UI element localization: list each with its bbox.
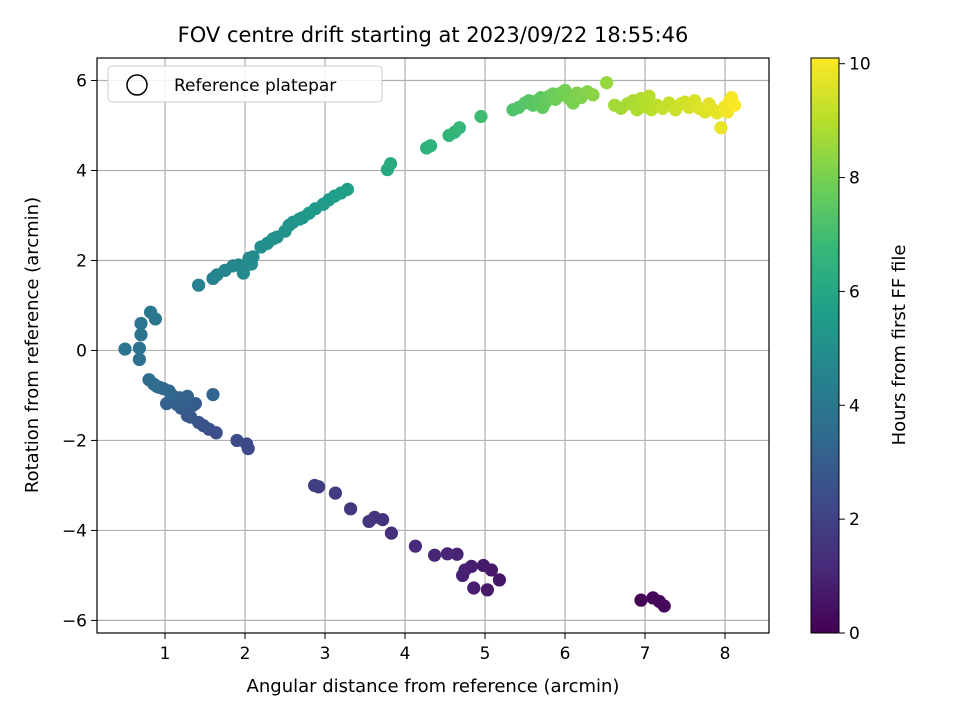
y-tick-label: 2	[76, 251, 87, 271]
data-point	[456, 568, 470, 583]
colorbar-tick-label: 6	[849, 282, 860, 302]
x-tick-label: 8	[720, 644, 731, 664]
data-point	[134, 328, 148, 342]
x-tick-label: 5	[480, 644, 491, 664]
data-point	[634, 593, 648, 607]
y-tick-label: 0	[76, 341, 87, 361]
grid	[97, 58, 769, 633]
data-point	[492, 573, 506, 587]
data-point	[480, 583, 494, 597]
y-tick-label: 4	[76, 161, 87, 181]
x-tick-label: 6	[560, 644, 571, 664]
data-point	[476, 558, 490, 573]
data-point	[328, 486, 342, 500]
x-tick-label: 3	[320, 644, 331, 664]
data-point	[118, 342, 132, 356]
legend-open-circle-marker	[126, 74, 148, 96]
colorbar-tick-label: 8	[849, 169, 860, 189]
colorbar: 0 2 4 6 8 10 Hours from first FF file	[810, 55, 910, 644]
legend-entry-reference-platepar: Reference platepar	[174, 76, 336, 96]
data-point	[657, 599, 671, 613]
data-point	[408, 539, 422, 553]
legend-box	[107, 65, 383, 103]
data-point	[714, 121, 728, 135]
data-point	[132, 352, 146, 367]
chart-title: FOV centre drift starting at 2023/09/22 …	[178, 23, 689, 47]
data-point	[344, 502, 358, 516]
data-point	[244, 257, 258, 271]
x-tick-label: 7	[640, 644, 651, 664]
data-point	[180, 389, 194, 403]
x-tick-label: 1	[160, 644, 171, 664]
data-point	[206, 387, 220, 402]
data-point	[440, 547, 454, 561]
data-point	[132, 341, 146, 355]
data-point	[192, 278, 206, 292]
colorbar-tick-label: 0	[849, 624, 860, 644]
data-point	[144, 305, 158, 319]
data-point	[384, 157, 398, 171]
data-point	[428, 548, 442, 562]
colorbar-tick-label: 4	[849, 396, 860, 416]
data-point	[308, 478, 322, 493]
data-point	[728, 98, 742, 112]
data-point	[230, 433, 244, 448]
colorbar-tick-label: 10	[849, 55, 871, 75]
data-point	[362, 514, 376, 529]
x-axis-ticks: 1 2 3 4 5 6 7 8	[160, 633, 731, 664]
data-point	[424, 139, 438, 153]
data-points	[118, 76, 742, 613]
data-point	[600, 76, 614, 90]
y-tick-label: −4	[62, 521, 87, 541]
data-point	[452, 121, 466, 135]
y-axis-ticks: −6 −4 −2 0 2 4 6	[62, 71, 97, 631]
y-tick-label: 6	[76, 71, 87, 91]
data-point	[467, 581, 481, 595]
plot-frame	[96, 57, 770, 634]
colorbar-ticks: 0 2 4 6 8 10	[839, 55, 871, 644]
colorbar-gradient	[810, 57, 840, 634]
colorbar-tick-label: 2	[849, 510, 860, 530]
data-point	[236, 266, 250, 280]
data-point	[134, 316, 148, 331]
y-tick-label: −6	[62, 611, 87, 631]
x-tick-label: 2	[240, 644, 251, 664]
data-point	[340, 182, 354, 196]
data-point	[384, 526, 398, 540]
y-tick-label: −2	[62, 431, 87, 451]
data-point	[142, 373, 156, 387]
legend: Reference platepar	[107, 65, 383, 103]
data-point	[474, 109, 488, 124]
y-axis-label: Rotation from reference (arcmin)	[22, 197, 43, 493]
data-point	[642, 89, 656, 103]
data-point	[450, 547, 464, 561]
x-axis-label: Angular distance from reference (arcmin)	[247, 676, 620, 697]
colorbar-label: Hours from first FF file	[889, 245, 910, 446]
data-point	[586, 88, 600, 102]
x-tick-label: 4	[400, 644, 411, 664]
